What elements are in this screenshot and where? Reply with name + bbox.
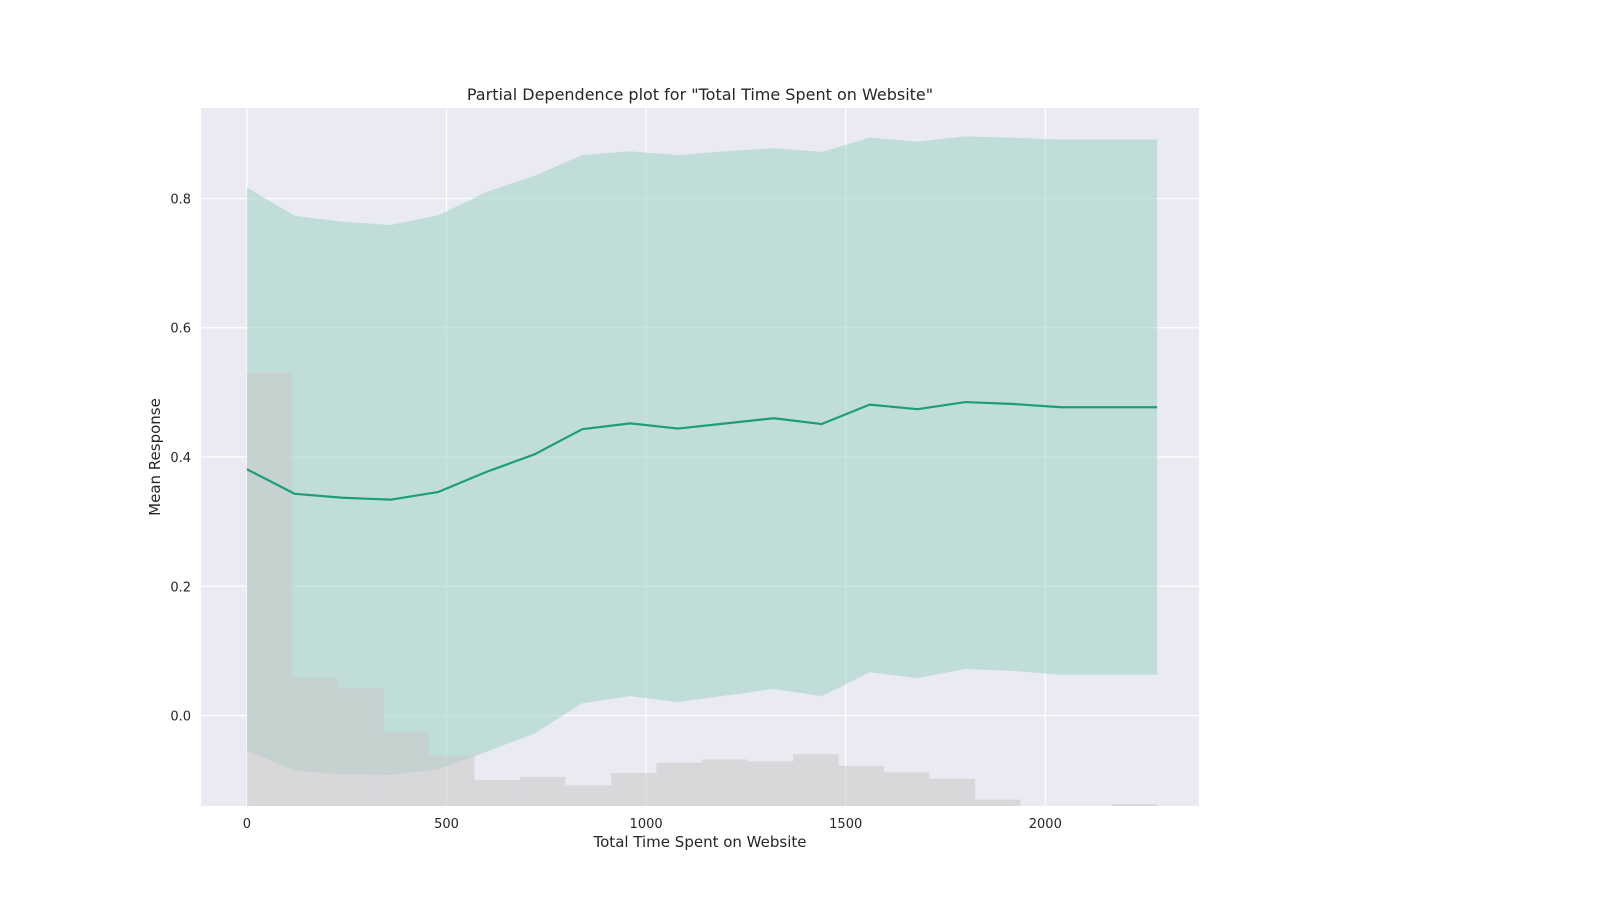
confidence-band: [246, 136, 1158, 775]
histogram-bar: [929, 778, 976, 806]
histogram-bar: [565, 785, 611, 806]
x-tick-label: 1000: [630, 817, 663, 832]
histogram-bar: [838, 765, 885, 806]
x-axis-ticks: 0 500 1000 1500 2000: [243, 817, 1062, 832]
mean-line: [246, 400, 1158, 501]
histogram-bar: [292, 677, 338, 806]
histogram-bar: [519, 776, 566, 806]
x-tick-label: 0: [243, 817, 251, 832]
x-axis-label: Total Time Spent on Website: [593, 833, 807, 851]
confidence-band-area: [246, 136, 1158, 775]
y-axis-ticks: 0.0 0.2 0.4 0.6 0.8: [170, 192, 191, 724]
y-tick-label: 0.0: [170, 710, 191, 725]
histogram-bar: [656, 762, 702, 806]
chart-title: Partial Dependence plot for "Total Time …: [467, 85, 933, 104]
mean-response-line: [246, 400, 1158, 501]
histogram-bar: [793, 754, 839, 806]
x-tick-label: 2000: [1029, 817, 1062, 832]
histogram: [246, 372, 1158, 806]
histogram-bar: [474, 780, 520, 806]
y-axis-label: Mean Response: [146, 398, 164, 516]
x-tick-label: 1500: [829, 817, 862, 832]
x-tick-label: 500: [434, 817, 459, 832]
histogram-bar: [884, 772, 930, 806]
y-tick-label: 0.8: [170, 192, 191, 207]
histogram-bar: [428, 755, 475, 806]
histogram-bar: [383, 731, 429, 806]
y-tick-label: 0.4: [170, 451, 191, 466]
histogram-bar: [246, 372, 293, 806]
histogram-bar: [975, 799, 1021, 806]
histogram-bar: [610, 773, 657, 806]
y-tick-label: 0.6: [170, 322, 191, 337]
histogram-bar: [337, 688, 384, 806]
y-tick-label: 0.2: [170, 580, 191, 595]
histogram-bar: [701, 759, 748, 806]
histogram-bar: [1111, 804, 1158, 806]
histogram-bar: [747, 761, 794, 806]
